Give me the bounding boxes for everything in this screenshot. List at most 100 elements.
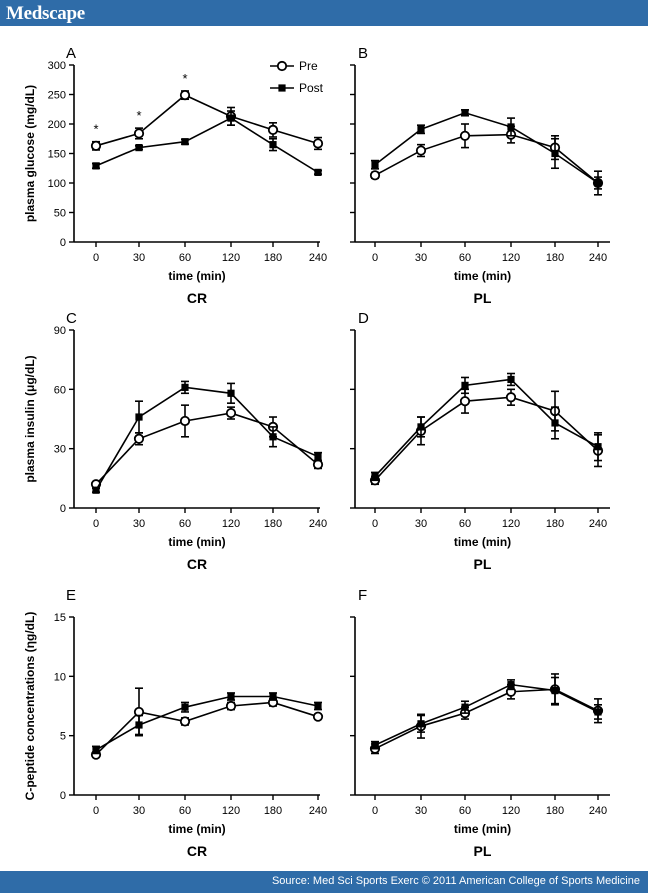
data-point-post (551, 419, 559, 427)
data-point-post (181, 383, 189, 391)
y-tick-label: 50 (54, 208, 66, 220)
x-tick-label: 30 (133, 252, 145, 264)
data-point-pre (505, 392, 517, 403)
source-credit: Source: Med Sci Sports Exerc © 2011 Amer… (271, 875, 640, 887)
x-tick-label: 120 (502, 518, 520, 530)
data-point-post (314, 452, 322, 461)
x-tick-label: 60 (179, 252, 191, 264)
x-tick-label: 240 (589, 805, 607, 817)
data-point-post (181, 703, 189, 711)
y-axis-title: C-peptide concentrations (ηg/dL) (23, 612, 37, 801)
x-tick-label: 180 (264, 518, 282, 530)
y-tick-label: 60 (54, 384, 66, 396)
data-point-pre (133, 128, 145, 139)
series-line-pre (374, 396, 599, 481)
x-tick-label: 180 (546, 518, 564, 530)
series-line-pre (95, 701, 319, 756)
y-tick-label: 90 (54, 325, 66, 337)
x-tick-label: 60 (459, 252, 471, 264)
panel-title: CR (187, 843, 207, 859)
x-tick-label: 240 (589, 252, 607, 264)
data-point-post (371, 472, 379, 480)
y-tick-label: 30 (54, 444, 66, 456)
legend: Pre Post (270, 59, 324, 95)
y-axis-title: plasma insulin (μg/dL) (23, 355, 37, 482)
data-point-post (507, 375, 515, 384)
data-point-post (371, 161, 379, 169)
x-axis-title: time (min) (168, 535, 225, 549)
x-tick-label: 120 (502, 252, 520, 264)
y-axis-title: plasma glucose (mg/dL) (23, 85, 37, 222)
x-tick-label: 60 (179, 805, 191, 817)
panel-title: CR (187, 556, 207, 572)
data-point-post (551, 686, 559, 695)
series-line-post (374, 111, 599, 184)
data-point-post (371, 741, 379, 749)
x-tick-label: 240 (309, 518, 327, 530)
x-tick-label: 30 (415, 252, 427, 264)
panel-letter: F (358, 587, 367, 604)
y-tick-label: 0 (60, 503, 66, 515)
data-point-post (269, 141, 277, 149)
x-axis-title: time (min) (454, 269, 511, 283)
data-point-post (135, 413, 143, 421)
series-line-post (374, 378, 599, 477)
data-point-post (227, 114, 235, 122)
panel-letter: E (66, 587, 76, 604)
footer-bar: Source: Med Sci Sports Exerc © 2011 Amer… (0, 871, 648, 893)
x-axis-title: time (min) (168, 269, 225, 283)
data-point-post (269, 433, 277, 441)
x-axis-title: time (min) (454, 535, 511, 549)
data-point-post (551, 149, 559, 158)
x-tick-label: 240 (589, 518, 607, 530)
x-tick-label: 60 (459, 805, 471, 817)
header-bar: Medscape (0, 0, 648, 26)
x-tick-label: 120 (222, 252, 240, 264)
y-tick-label: 15 (54, 612, 66, 624)
data-point-post (181, 138, 189, 146)
data-point-pre (179, 415, 191, 427)
data-point-post (92, 746, 100, 754)
data-point-pre (225, 700, 237, 712)
data-point-pre (369, 170, 381, 181)
data-point-pre (90, 140, 102, 151)
series-line-post (95, 695, 319, 751)
panel-e: 0 5 10 15 0 30 60 120 180 240 time (min) CR C-peptid… (23, 587, 327, 859)
data-point-pre (312, 138, 324, 149)
x-tick-label: 0 (93, 518, 99, 530)
series-line-pre (95, 94, 319, 147)
data-point-post (507, 681, 515, 689)
data-point-pre (312, 711, 324, 722)
x-tick-label: 180 (546, 252, 564, 264)
panel-a: 0 50 100 150 200 250 300 0 30 60 120 180 240 time (mi… (23, 45, 327, 306)
panel-d: 0 30 60 120 180 240 time (min) PL D (350, 310, 610, 572)
panel-title: CR (187, 290, 207, 306)
x-tick-label: 120 (222, 805, 240, 817)
panel-c: 0 30 60 90 0 30 60 120 180 240 time (min) CR plasma … (23, 310, 327, 572)
data-point-post (594, 179, 602, 187)
y-tick-label: 300 (48, 60, 66, 72)
x-tick-label: 180 (264, 805, 282, 817)
x-tick-label: 180 (546, 805, 564, 817)
series-line-post (95, 117, 319, 174)
medscape-logo[interactable]: Medscape (6, 3, 85, 24)
y-tick-label: 10 (54, 671, 66, 683)
y-tick-label: 250 (48, 90, 66, 102)
data-point-pre (133, 433, 145, 444)
data-point-pre (179, 89, 191, 101)
x-tick-label: 0 (372, 252, 378, 264)
y-tick-label: 0 (60, 790, 66, 802)
significance-marker: * (136, 108, 141, 123)
panel-letter: D (358, 310, 369, 327)
data-point-post (594, 443, 602, 451)
x-axis-title: time (min) (168, 822, 225, 836)
data-point-post (227, 389, 235, 397)
legend-marker-post (278, 84, 286, 92)
x-tick-label: 60 (179, 518, 191, 530)
data-point-post (314, 702, 322, 710)
legend-label-post: Post (299, 81, 324, 95)
significance-marker: * (182, 71, 187, 86)
x-tick-label: 30 (415, 805, 427, 817)
panel-title: PL (474, 843, 492, 859)
y-tick-label: 150 (48, 149, 66, 161)
